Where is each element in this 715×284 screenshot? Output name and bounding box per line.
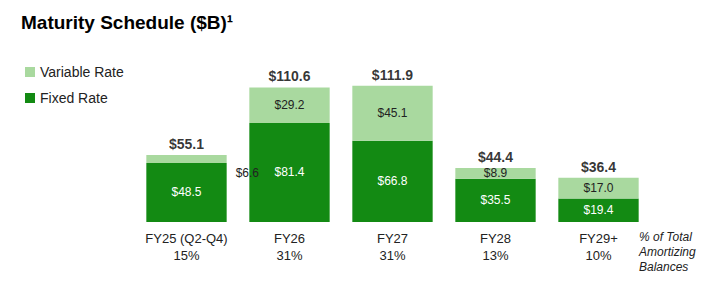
svg-text:$8.9: $8.9 [484,166,508,180]
svg-text:$111.9: $111.9 [372,67,413,83]
svg-text:13%: 13% [482,248,508,263]
svg-text:$6.6: $6.6 [236,166,260,180]
svg-text:$81.4: $81.4 [274,165,304,179]
svg-text:FY25 (Q2-Q4): FY25 (Q2-Q4) [145,231,227,246]
svg-text:$44.4: $44.4 [478,149,513,165]
svg-text:$36.4: $36.4 [581,159,616,175]
svg-text:31%: 31% [379,248,405,263]
svg-text:% of Total: % of Total [639,230,695,244]
svg-text:$17.0: $17.0 [583,181,613,195]
svg-text:$55.1: $55.1 [169,136,204,152]
svg-text:Balances: Balances [639,260,688,274]
svg-text:Amortizing: Amortizing [638,245,699,259]
svg-text:$110.6: $110.6 [268,68,310,84]
svg-text:FY26: FY26 [274,231,305,246]
svg-text:31%: 31% [276,248,302,263]
svg-text:FY29+: FY29+ [579,231,618,246]
svg-text:$29.2: $29.2 [274,98,304,112]
svg-text:FY28: FY28 [480,231,511,246]
svg-text:Maturity Schedule ($B)¹: Maturity Schedule ($B)¹ [21,12,233,33]
svg-text:Variable Rate: Variable Rate [40,64,124,80]
svg-text:$45.1: $45.1 [377,106,407,120]
svg-text:FY27: FY27 [377,231,408,246]
svg-text:$35.5: $35.5 [480,193,510,207]
svg-text:Fixed Rate: Fixed Rate [40,90,108,106]
svg-text:$66.8: $66.8 [377,174,407,188]
svg-text:15%: 15% [173,248,199,263]
svg-text:$48.5: $48.5 [171,185,201,199]
svg-text:10%: 10% [585,248,611,263]
svg-text:$19.4: $19.4 [583,203,613,217]
